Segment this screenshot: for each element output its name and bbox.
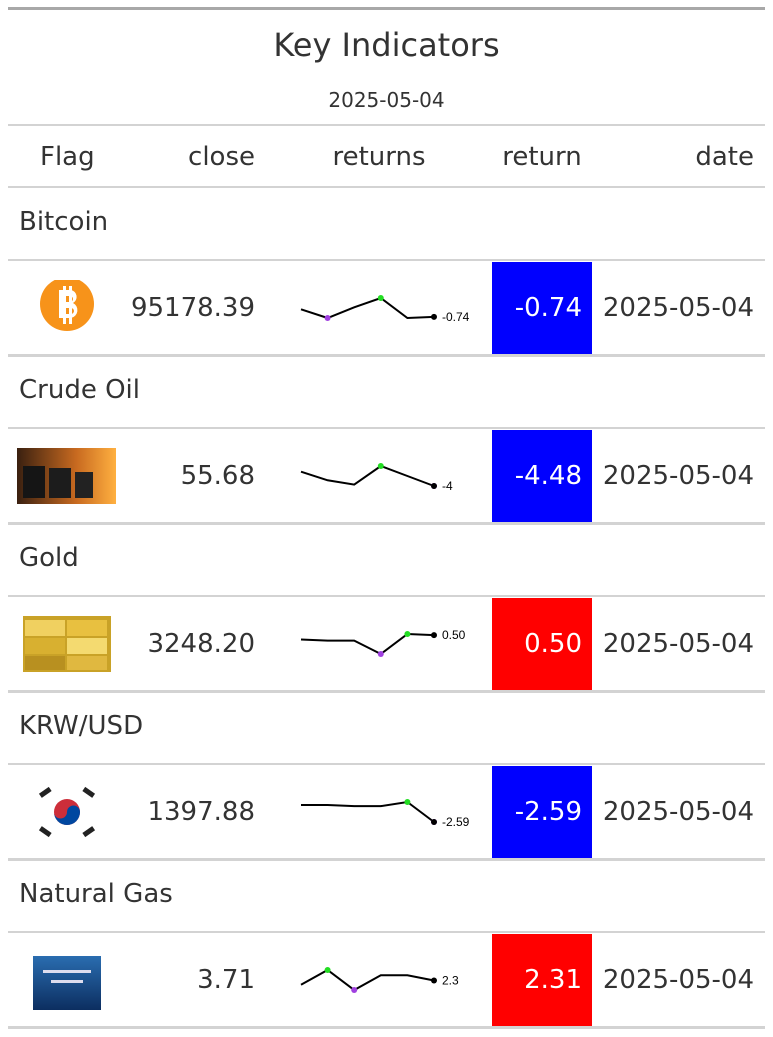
flag-icon bbox=[38, 786, 96, 838]
divider bbox=[8, 858, 765, 861]
sparkline: 0.50 bbox=[300, 628, 466, 657]
divider bbox=[8, 522, 765, 525]
sparkline-last bbox=[431, 819, 437, 825]
sparkline-max bbox=[404, 799, 411, 805]
group-label: KRW/USD bbox=[19, 711, 144, 741]
return-value: 2.31 bbox=[524, 965, 582, 995]
date-value: 2025-05-04 bbox=[602, 797, 754, 827]
date-value: 2025-05-04 bbox=[602, 293, 754, 323]
sparkline-last bbox=[431, 313, 437, 320]
divider bbox=[8, 124, 765, 126]
column-header: date bbox=[695, 142, 754, 172]
sparkline: -4 bbox=[300, 463, 453, 493]
return-value: -0.74 bbox=[514, 293, 582, 323]
close-value: 1397.88 bbox=[147, 797, 255, 827]
group-label: Gold bbox=[19, 543, 79, 573]
sparkline-last bbox=[431, 632, 437, 639]
return-cell bbox=[492, 262, 592, 354]
sparkline-min bbox=[377, 651, 384, 657]
sparkline-label: 2.3 bbox=[442, 974, 459, 988]
close-value: 3248.20 bbox=[147, 629, 255, 659]
divider bbox=[8, 354, 765, 357]
flag-icon bbox=[23, 616, 111, 672]
sparkline-line bbox=[300, 632, 435, 656]
sparkline-label: -4 bbox=[442, 479, 453, 493]
return-cell bbox=[492, 430, 592, 522]
sparkline-label: 0.50 bbox=[442, 628, 466, 642]
sparkline-max bbox=[404, 631, 411, 637]
column-header: Flag bbox=[40, 142, 95, 172]
top-border bbox=[8, 7, 765, 10]
group-label: Natural Gas bbox=[19, 879, 173, 909]
return-value: -4.48 bbox=[514, 461, 582, 491]
sparkline: -0.74 bbox=[300, 295, 470, 324]
divider bbox=[8, 259, 765, 261]
column-header: return bbox=[502, 142, 582, 172]
sparkline-max bbox=[324, 967, 331, 973]
sparkline-max bbox=[377, 295, 384, 301]
divider bbox=[8, 690, 765, 693]
group-label: Bitcoin bbox=[19, 207, 109, 237]
return-value: -2.59 bbox=[514, 797, 582, 827]
sparkline-line bbox=[301, 800, 435, 823]
divider bbox=[8, 931, 765, 933]
date-value: 2025-05-04 bbox=[602, 965, 754, 995]
divider bbox=[8, 1026, 765, 1029]
column-header: returns bbox=[332, 142, 426, 172]
return-cell bbox=[492, 598, 592, 690]
return-cell bbox=[492, 934, 592, 1026]
sparkline-line bbox=[300, 296, 435, 320]
flag-icon bbox=[40, 280, 94, 331]
group-label: Crude Oil bbox=[19, 375, 140, 405]
close-value: 3.71 bbox=[197, 965, 255, 995]
sparkline: 2.3 bbox=[300, 967, 459, 993]
sparkline-min bbox=[324, 315, 331, 321]
sparkline-label: -0.74 bbox=[442, 310, 470, 324]
sparkline: -2.59 bbox=[301, 799, 470, 829]
flag-icon bbox=[17, 448, 116, 504]
column-header: close bbox=[188, 142, 255, 172]
title: Key Indicators bbox=[273, 26, 500, 64]
close-value: 55.68 bbox=[180, 461, 255, 491]
date-value: 2025-05-04 bbox=[602, 629, 754, 659]
subtitle: 2025-05-04 bbox=[328, 88, 445, 112]
sparkline-last bbox=[431, 977, 437, 984]
sparkline-last bbox=[431, 483, 437, 489]
close-value: 95178.39 bbox=[130, 293, 255, 323]
divider bbox=[8, 186, 765, 188]
sparkline-label: -2.59 bbox=[442, 815, 470, 829]
date-value: 2025-05-04 bbox=[602, 461, 754, 491]
sparkline-min bbox=[351, 987, 358, 993]
sparkline-max bbox=[377, 463, 384, 469]
flag-icon bbox=[33, 956, 101, 1010]
sparkline-line bbox=[300, 464, 435, 487]
sparkline-line bbox=[300, 968, 435, 992]
return-value: 0.50 bbox=[524, 629, 582, 659]
divider bbox=[8, 763, 765, 765]
return-cell bbox=[492, 766, 592, 858]
divider bbox=[8, 427, 765, 429]
divider bbox=[8, 595, 765, 597]
